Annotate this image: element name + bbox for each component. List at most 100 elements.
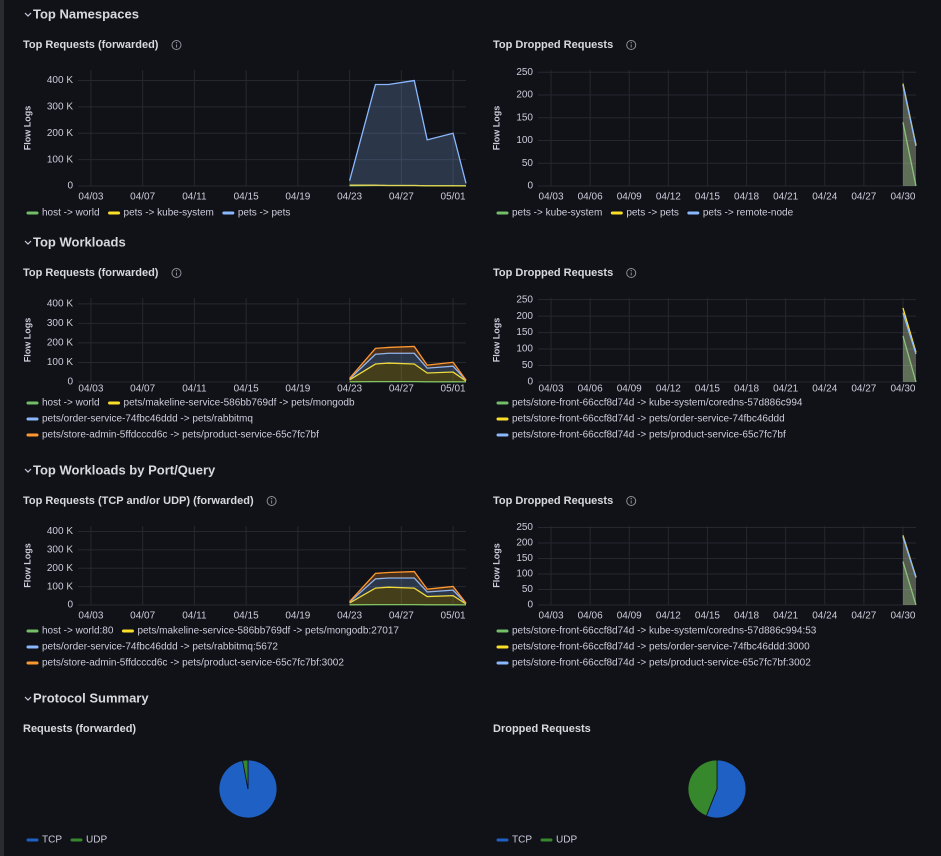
y-tick-label: 50: [522, 158, 534, 169]
y-tick-label: 400 K: [47, 75, 73, 86]
legend-label[interactable]: pets/store-admin-5ffdcccd6c -> pets/prod…: [42, 430, 319, 441]
panel-title: Top Dropped Requests: [493, 495, 613, 507]
x-tick-label: 04/15: [695, 192, 720, 203]
x-tick-label: 04/03: [539, 384, 564, 395]
info-icon[interactable]: [171, 268, 182, 278]
legend-label[interactable]: pets/makeline-service-586bb769df -> pets…: [137, 626, 399, 637]
info-icon-dot: [175, 42, 178, 44]
y-axis-label: Flow Logs: [22, 543, 32, 588]
info-icon[interactable]: [266, 496, 277, 506]
legend-label[interactable]: pets/store-front-66ccf8d74d -> pets/prod…: [512, 658, 811, 669]
y-tick-label: 100: [516, 135, 533, 146]
legend-label[interactable]: pets -> kube-system: [512, 208, 602, 219]
series-line: [902, 536, 917, 578]
x-tick-label: 04/09: [617, 192, 642, 203]
series-area: [349, 346, 466, 381]
info-icon[interactable]: [626, 268, 637, 278]
series-area: [349, 353, 466, 381]
series-line: [349, 577, 467, 604]
legend-label[interactable]: pets -> remote-node: [703, 208, 794, 219]
legend-label[interactable]: pets/store-front-66ccf8d74d -> pets/prod…: [512, 430, 786, 441]
x-tick-label: 04/27: [851, 384, 876, 395]
y-axis-label: Flow Logs: [491, 106, 501, 151]
legend-label[interactable]: host -> world: [42, 398, 100, 409]
x-tick-label: 04/23: [337, 192, 362, 203]
y-tick-label: 0: [67, 181, 73, 192]
x-tick-label: 04/27: [851, 611, 876, 622]
legend-label[interactable]: TCP: [512, 835, 532, 846]
x-tick-label: 04/15: [234, 384, 259, 395]
panel-title: Top Requests (TCP and/or UDP) (forwarded…: [23, 495, 254, 507]
series-area: [902, 85, 916, 186]
x-tick-label: 04/21: [773, 611, 798, 622]
section-title[interactable]: Top Workloads by Port/Query: [33, 462, 216, 477]
y-tick-label: 0: [527, 600, 533, 611]
info-icon[interactable]: [626, 40, 637, 50]
legend-label[interactable]: pets/store-front-66ccf8d74d -> pets/orde…: [512, 414, 785, 425]
panel-title: Top Dropped Requests: [493, 267, 613, 279]
x-tick-label: 04/30: [890, 192, 915, 203]
x-tick-label: 04/06: [578, 611, 603, 622]
legend-label[interactable]: pets/store-front-66ccf8d74d -> pets/orde…: [512, 642, 810, 653]
y-tick-label: 100: [516, 569, 533, 580]
x-tick-label: 04/09: [617, 384, 642, 395]
y-tick-label: 200: [516, 90, 533, 101]
series-line: [902, 312, 917, 355]
x-tick-label: 04/07: [130, 384, 155, 395]
section-title[interactable]: Top Namespaces: [33, 6, 139, 21]
legend-label[interactable]: pets/store-front-66ccf8d74d -> kube-syst…: [512, 398, 803, 409]
x-tick-label: 05/01: [441, 192, 466, 203]
collapse-chevron[interactable]: [24, 12, 32, 17]
y-tick-label: 150: [516, 112, 533, 123]
y-tick-label: 0: [67, 377, 73, 388]
legend-label[interactable]: UDP: [556, 835, 577, 846]
y-tick-label: 200: [516, 311, 533, 322]
collapse-chevron[interactable]: [24, 696, 32, 701]
series-line: [349, 570, 467, 604]
section-title[interactable]: Protocol Summary: [33, 690, 149, 705]
y-axis-label: Flow Logs: [22, 318, 32, 363]
legend-label[interactable]: host -> world: [42, 208, 100, 219]
y-tick-label: 50: [522, 360, 534, 371]
x-tick-label: 04/27: [389, 192, 414, 203]
legend-label[interactable]: pets/store-admin-5ffdcccd6c -> pets/prod…: [42, 658, 344, 669]
legend-label[interactable]: pets/order-service-74fbc46ddd -> pets/ra…: [42, 414, 253, 425]
legend-label[interactable]: pets/order-service-74fbc46ddd -> pets/ra…: [42, 642, 278, 653]
legend-label[interactable]: pets -> kube-system: [124, 208, 214, 219]
legend-label[interactable]: pets/makeline-service-586bb769df -> pets…: [124, 398, 355, 409]
x-tick-label: 04/24: [812, 611, 837, 622]
panel-title: Top Requests (forwarded): [23, 39, 159, 51]
x-tick-label: 04/07: [130, 611, 155, 622]
x-tick-label: 04/18: [734, 611, 759, 622]
x-tick-label: 04/12: [656, 611, 681, 622]
legend-label[interactable]: pets -> pets: [238, 208, 291, 219]
section-title[interactable]: Top Workloads: [33, 234, 126, 249]
y-tick-label: 200 K: [47, 338, 73, 349]
y-tick-label: 50: [522, 584, 534, 595]
y-tick-label: 200 K: [47, 128, 73, 139]
x-tick-label: 04/12: [656, 192, 681, 203]
y-tick-label: 400 K: [47, 299, 73, 310]
x-tick-label: 04/11: [182, 192, 207, 203]
x-tick-label: 04/03: [78, 192, 103, 203]
collapse-chevron[interactable]: [24, 468, 32, 473]
legend-label[interactable]: pets/store-front-66ccf8d74d -> kube-syst…: [512, 626, 817, 637]
legend-label[interactable]: UDP: [86, 835, 107, 846]
legend-label[interactable]: TCP: [42, 835, 62, 846]
y-tick-label: 100 K: [47, 357, 73, 368]
info-icon-dot: [175, 270, 178, 272]
y-tick-label: 400 K: [47, 526, 73, 537]
info-icon[interactable]: [171, 40, 182, 50]
legend-label[interactable]: host -> world:80: [42, 626, 114, 637]
y-tick-label: 0: [527, 377, 533, 388]
x-tick-label: 04/03: [539, 192, 564, 203]
x-tick-label: 04/03: [539, 611, 564, 622]
x-tick-label: 04/07: [130, 192, 155, 203]
collapse-chevron[interactable]: [24, 240, 32, 245]
x-tick-label: 04/11: [182, 611, 207, 622]
x-tick-label: 04/11: [182, 384, 207, 395]
legend-label[interactable]: pets -> pets: [626, 208, 679, 219]
info-icon[interactable]: [626, 496, 637, 506]
y-tick-label: 300 K: [47, 318, 73, 329]
series-area: [902, 83, 916, 186]
